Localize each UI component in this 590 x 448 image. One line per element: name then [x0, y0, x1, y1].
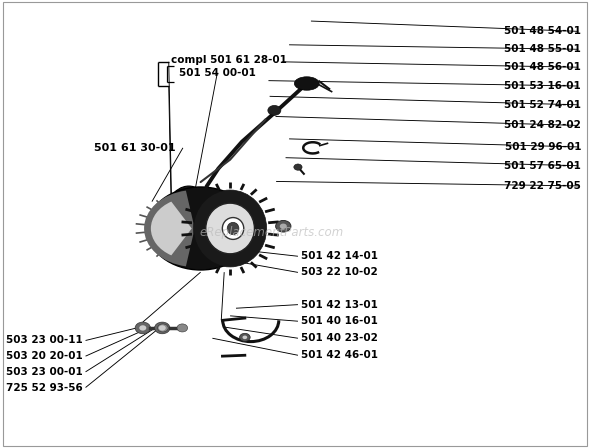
Ellipse shape [147, 187, 254, 270]
Text: 501 42 46-01: 501 42 46-01 [301, 350, 378, 360]
Text: 725 52 93-56: 725 52 93-56 [6, 383, 83, 392]
Ellipse shape [194, 190, 267, 267]
Text: 501 29 96-01: 501 29 96-01 [504, 142, 581, 152]
Circle shape [155, 322, 170, 334]
Circle shape [280, 224, 287, 229]
Text: 501 42 14-01: 501 42 14-01 [301, 251, 378, 261]
Ellipse shape [222, 218, 244, 239]
Circle shape [139, 325, 146, 331]
Circle shape [159, 325, 166, 331]
Text: 501 24 82-02: 501 24 82-02 [504, 121, 581, 130]
Text: 503 23 00-11: 503 23 00-11 [6, 336, 83, 345]
Ellipse shape [162, 186, 215, 267]
Text: compl 501 61 28-01: compl 501 61 28-01 [171, 55, 287, 65]
Text: 503 22 10-02: 503 22 10-02 [301, 267, 378, 277]
Text: eReplacementParts.com: eReplacementParts.com [199, 226, 343, 240]
Wedge shape [144, 191, 195, 266]
Text: 501 48 56-01: 501 48 56-01 [504, 62, 581, 72]
Circle shape [135, 322, 150, 334]
Circle shape [294, 164, 302, 170]
Text: 501 42 13-01: 501 42 13-01 [301, 300, 378, 310]
Text: 501 61 30-01: 501 61 30-01 [94, 143, 176, 153]
Text: 501 48 54-01: 501 48 54-01 [504, 26, 581, 36]
Wedge shape [151, 202, 192, 255]
Text: 501 40 23-02: 501 40 23-02 [301, 333, 378, 343]
Text: 503 20 20-01: 503 20 20-01 [6, 351, 83, 361]
Text: 501 40 16-01: 501 40 16-01 [301, 316, 378, 326]
Circle shape [242, 336, 247, 339]
Text: 501 48 55-01: 501 48 55-01 [504, 44, 581, 54]
Circle shape [158, 324, 168, 332]
Ellipse shape [227, 222, 239, 235]
Circle shape [268, 105, 281, 115]
Text: 503 23 00-01: 503 23 00-01 [6, 367, 83, 377]
Text: 501 57 65-01: 501 57 65-01 [504, 161, 581, 171]
Circle shape [276, 220, 291, 232]
Ellipse shape [294, 77, 319, 90]
Text: 501 52 74-01: 501 52 74-01 [504, 100, 581, 110]
Text: 501 53 16-01: 501 53 16-01 [504, 81, 581, 91]
Circle shape [177, 324, 188, 332]
Text: 729 22 75-05: 729 22 75-05 [504, 181, 581, 191]
Ellipse shape [206, 203, 254, 254]
Circle shape [240, 333, 250, 341]
Text: 501 54 00-01: 501 54 00-01 [179, 68, 255, 78]
